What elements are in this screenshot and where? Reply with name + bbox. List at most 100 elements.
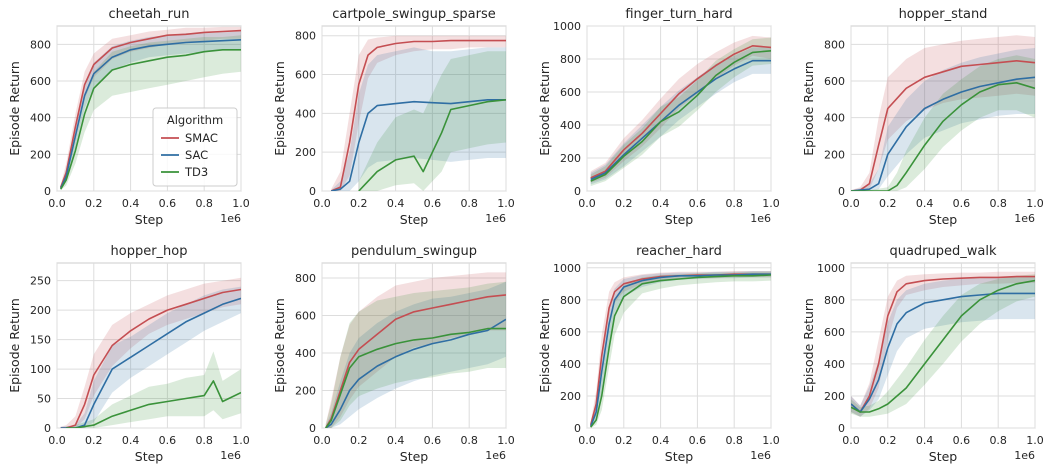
y-axis-label: Episode Return: [537, 61, 552, 156]
x-tick-label: 0.6: [689, 434, 707, 447]
series-line: [330, 39, 506, 191]
chart-panel: 0.0 0.2 0.4 0.6 0.8 1.0 0 200 400 600 800 1000 1e6 fi…: [537, 7, 780, 227]
y-tick-label: 200: [30, 304, 51, 317]
y-tick-label: 400: [30, 112, 51, 125]
series-band: [60, 31, 241, 191]
y-tick-label: 0: [44, 422, 51, 435]
y-tick-label: 400: [824, 358, 845, 371]
y-tick-label: 250: [30, 275, 51, 288]
x-tick-label: 0.6: [689, 197, 707, 210]
y-tick-label: 800: [295, 272, 316, 285]
series-band: [851, 277, 1035, 417]
x-offset-label: 1e6: [750, 212, 771, 225]
x-offset-label: 1e6: [220, 212, 241, 225]
x-offset-label: 1e6: [750, 449, 771, 462]
series-line: [851, 275, 1035, 413]
series-band: [851, 48, 1035, 191]
y-tick-label: 200: [824, 390, 845, 403]
plot-area: [586, 262, 772, 429]
series-line: [590, 44, 771, 179]
x-tick-label: 0.8: [460, 434, 478, 447]
y-tick-label: 0: [44, 185, 51, 198]
x-axis-label: Step: [135, 449, 164, 464]
x-tick-label: 1.0: [762, 197, 780, 210]
series-band: [851, 55, 1035, 191]
series-band: [590, 37, 771, 187]
x-tick-label: 0.2: [350, 197, 368, 210]
x-tick-label: 0.6: [159, 434, 177, 447]
x-tick-label: 1.0: [232, 197, 250, 210]
y-tick-label: 200: [560, 390, 581, 403]
x-offset-label: 1e6: [220, 449, 241, 462]
x-tick-label: 0.6: [953, 434, 971, 447]
y-axis-label: Episode Return: [801, 61, 816, 156]
series-line: [331, 99, 506, 191]
chart-title: hopper_hop: [111, 244, 188, 259]
x-tick-label: 0.4: [387, 434, 405, 447]
legend-entry: TD3: [184, 165, 208, 179]
y-tick-label: 100: [30, 363, 51, 376]
x-tick-label: 0.0: [842, 197, 860, 210]
legend-entry: SMAC: [185, 131, 218, 145]
series-line: [60, 297, 241, 428]
plot-area: [321, 262, 507, 429]
x-tick-label: 0.2: [879, 434, 897, 447]
series-line: [59, 39, 241, 189]
y-tick-label: 800: [824, 294, 845, 307]
y-tick-label: 400: [295, 107, 316, 120]
x-tick-label: 0.8: [989, 434, 1007, 447]
series-line: [59, 29, 241, 188]
x-tick-label: 0.8: [195, 434, 213, 447]
x-axis-label: Step: [400, 212, 429, 227]
x-tick-label: 0.0: [48, 434, 66, 447]
series-line: [589, 273, 771, 427]
series-line: [851, 279, 1035, 413]
x-tick-label: 0.4: [916, 197, 934, 210]
chart-title: finger_turn_hard: [625, 7, 732, 22]
x-tick-label: 0.4: [387, 197, 405, 210]
series-band: [851, 274, 1035, 417]
x-tick-label: 0.2: [615, 434, 633, 447]
x-offset-label: 1e6: [1014, 212, 1035, 225]
y-axis-label: Episode Return: [7, 61, 22, 156]
x-tick-label: 0.4: [652, 434, 670, 447]
x-tick-label: 1.0: [762, 434, 780, 447]
x-tick-label: 1.0: [497, 197, 515, 210]
y-tick-label: 800: [295, 30, 316, 43]
series-band: [325, 272, 506, 428]
y-tick-label: 400: [560, 358, 581, 371]
y-tick-label: 150: [30, 334, 51, 347]
y-tick-label: 200: [30, 148, 51, 161]
y-tick-label: 200: [295, 385, 316, 398]
series-line: [851, 82, 1035, 191]
y-tick-label: 200: [824, 148, 845, 161]
x-tick-label: 0.0: [313, 434, 331, 447]
y-tick-label: 600: [824, 326, 845, 339]
series-band: [331, 35, 506, 191]
legend-title: Algorithm: [167, 113, 223, 127]
x-tick-label: 0.8: [460, 197, 478, 210]
legend-box: [152, 107, 238, 187]
series-band: [60, 286, 241, 428]
series-line: [590, 59, 771, 181]
y-tick-label: 400: [295, 347, 316, 360]
series-band: [590, 47, 771, 185]
series-line: [325, 327, 506, 428]
x-tick-label: 0.0: [842, 434, 860, 447]
x-tick-label: 0.4: [122, 197, 140, 210]
series-line: [325, 318, 506, 428]
x-offset-label: 1e6: [485, 449, 506, 462]
series-line: [60, 288, 241, 428]
chart-panel: 0.0 0.2 0.4 0.6 0.8 1.0 0 200 400 600 800 1000 1e6 qu…: [801, 244, 1044, 464]
x-tick-label: 0.8: [989, 197, 1007, 210]
chart-panel: 0.0 0.2 0.4 0.6 0.8 1.0 0 200 400 600 800 1e6 pendul…: [272, 244, 515, 464]
chart-title: cheetah_run: [108, 7, 189, 22]
y-tick-label: 0: [574, 422, 581, 435]
y-tick-label: 600: [560, 86, 581, 99]
chart-title: reacher_hard: [636, 244, 722, 259]
y-axis-label: Episode Return: [801, 298, 816, 393]
y-axis-label: Episode Return: [272, 298, 287, 393]
y-tick-label: 600: [824, 75, 845, 88]
y-tick-label: 200: [560, 152, 581, 165]
